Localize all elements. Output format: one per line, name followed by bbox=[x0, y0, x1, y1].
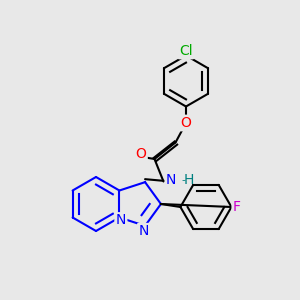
Text: N: N bbox=[166, 173, 176, 187]
Text: -: - bbox=[181, 175, 185, 185]
Text: N: N bbox=[116, 214, 126, 227]
Text: O: O bbox=[181, 116, 191, 130]
Text: F: F bbox=[233, 200, 241, 214]
Text: Cl: Cl bbox=[179, 44, 193, 58]
Text: N: N bbox=[138, 224, 149, 238]
Text: O: O bbox=[136, 148, 146, 161]
Text: H: H bbox=[184, 173, 194, 187]
